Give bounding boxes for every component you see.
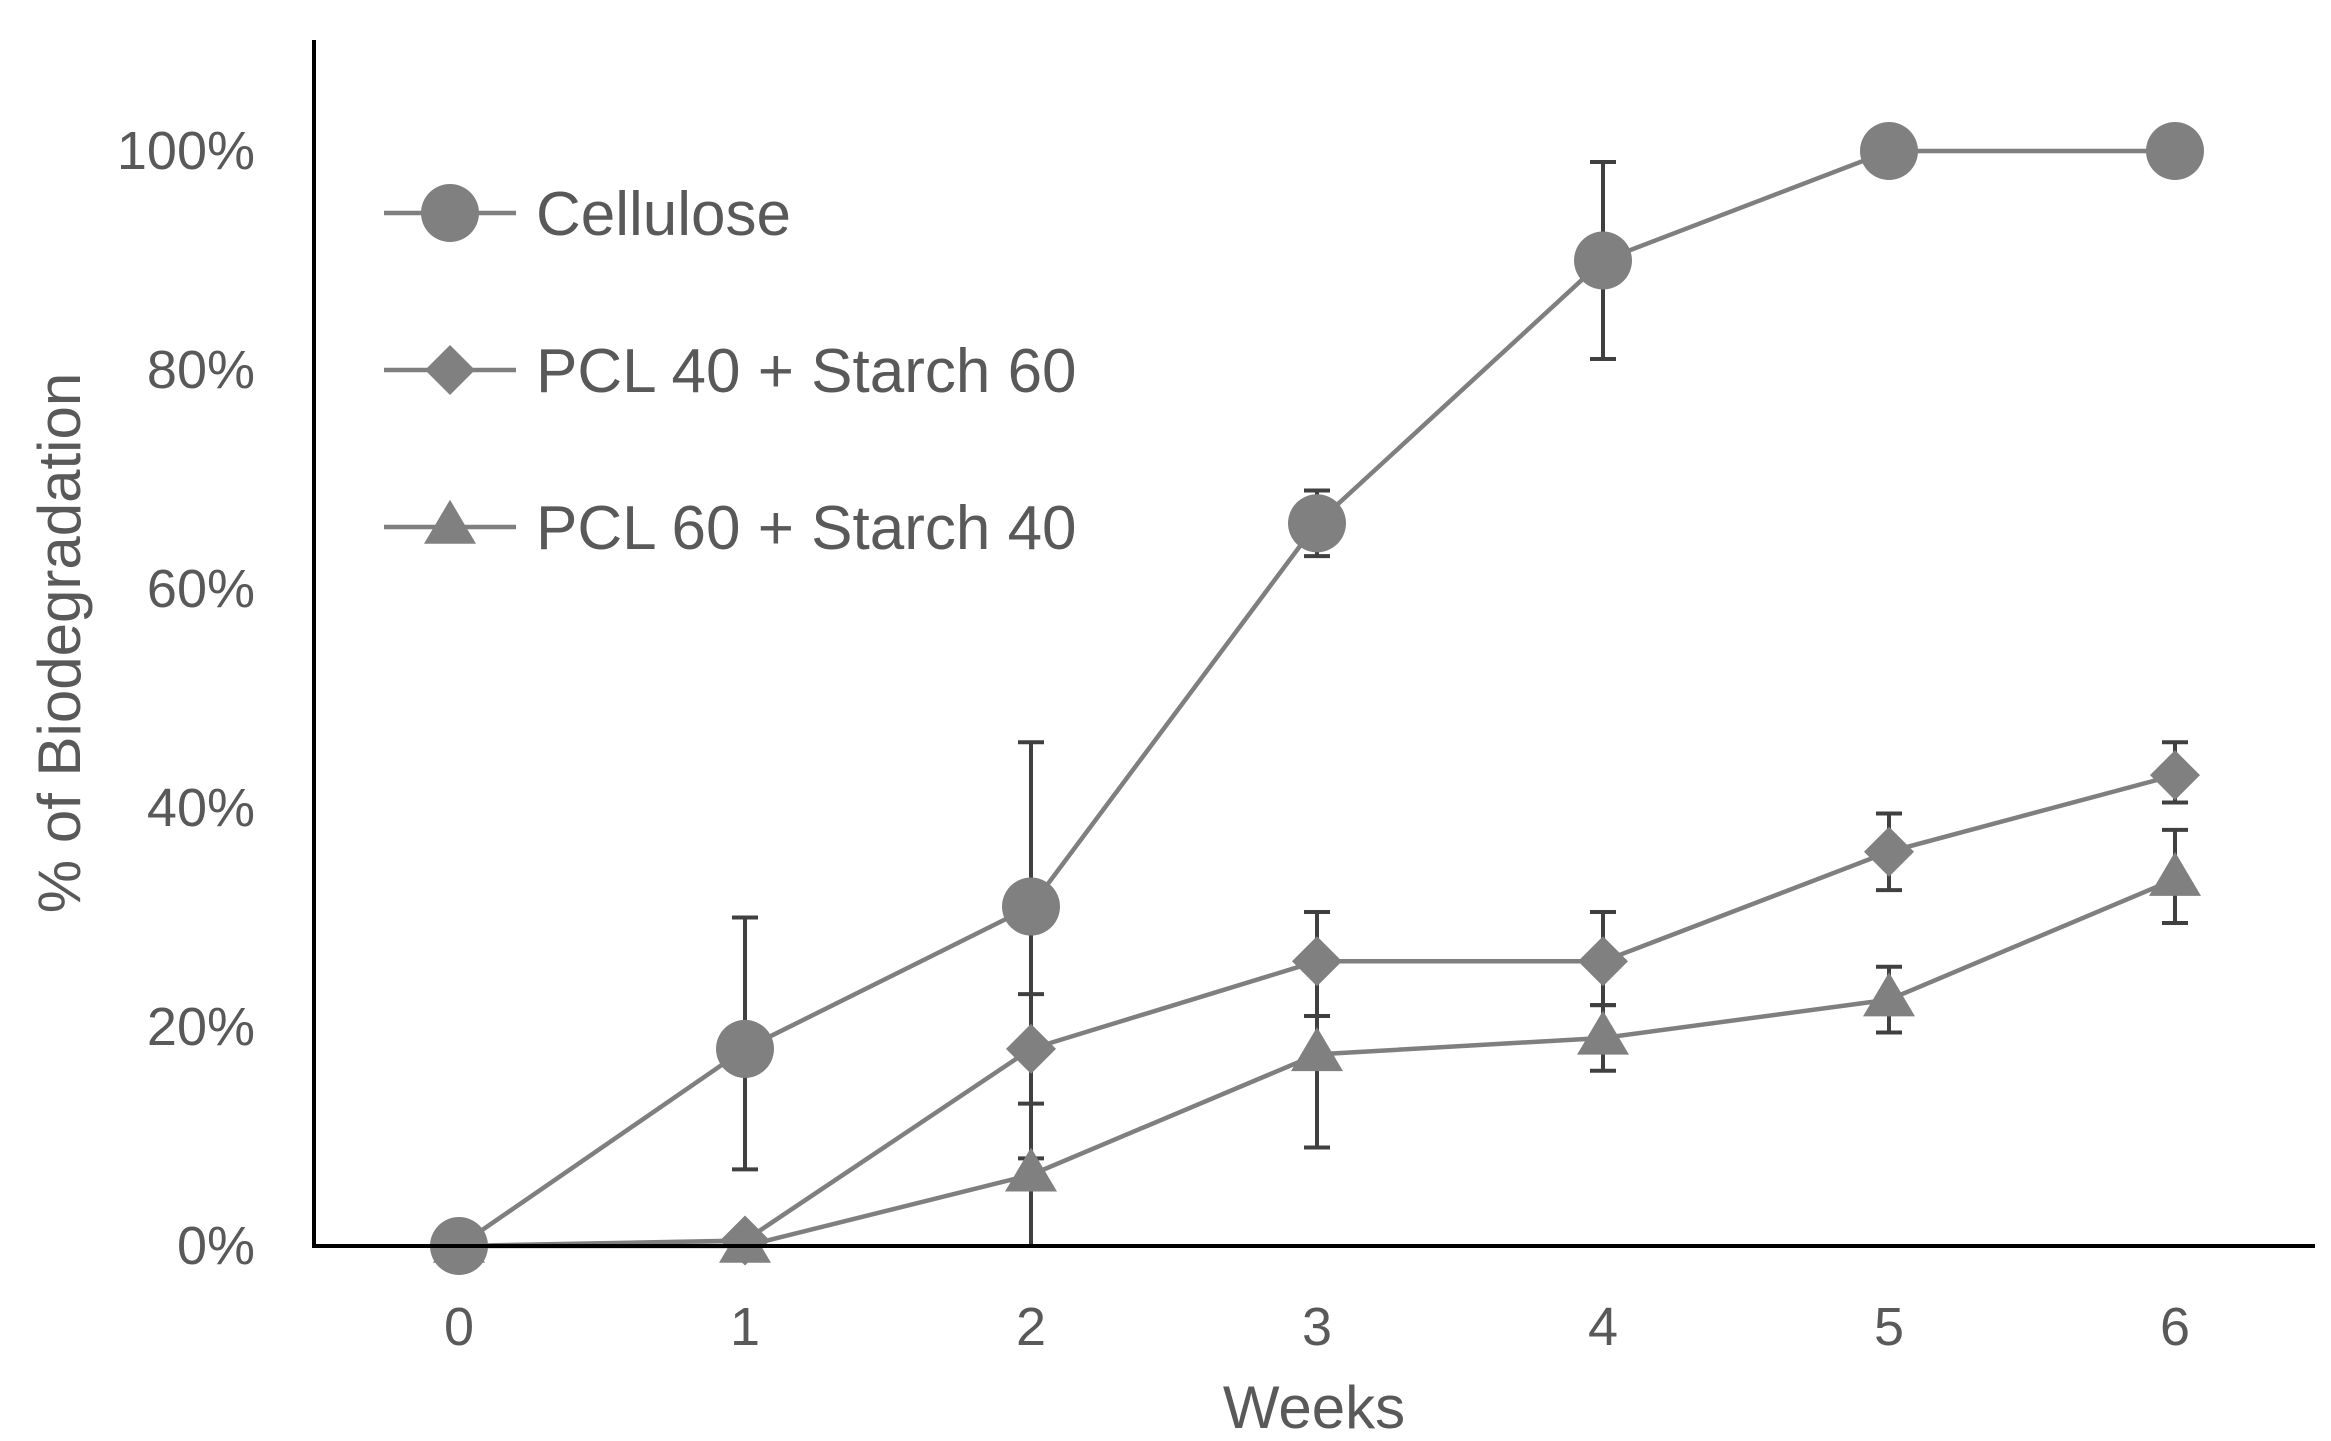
data-point-diamond [1864,826,1914,877]
y-tick-label: 80% [147,340,255,400]
x-tick-label: 4 [1588,1297,1618,1357]
legend-label: PCL 60 + Starch 40 [536,494,1077,563]
data-point-circle [716,1019,774,1078]
data-point-diamond [1578,936,1628,987]
axes [312,40,2315,1248]
series-markers [430,122,2204,1275]
error-bars [732,159,2188,1248]
x-axis-title: Weeks [1223,1374,1405,1441]
x-tick-label: 0 [444,1297,474,1357]
x-tick-label: 6 [2160,1297,2190,1357]
legend: Cellulose PCL 40 + Starch 60 PCL 60 + Star… [384,180,1077,563]
x-tick-label: 2 [1016,1297,1046,1357]
y-tick-label: 100% [117,121,255,181]
y-tick-labels: 0% 20% 40% 60% 80% 100% [117,121,255,1276]
x-tick-labels: 0 1 2 3 4 5 6 [444,1297,2190,1357]
legend-marker-circle [421,184,479,242]
data-point-circle [1002,877,1060,936]
data-point-triangle [1005,1147,1057,1192]
data-point-diamond [2150,750,2200,801]
y-tick-label: 40% [147,778,255,838]
x-tick-label: 3 [1302,1297,1332,1357]
data-point-triangle [1863,972,1915,1017]
y-tick-label: 0% [177,1216,255,1276]
legend-label: Cellulose [536,180,791,249]
data-point-triangle [1291,1027,1343,1072]
legend-marker-triangle [424,499,476,544]
y-axis-title: % of Biodegradation [26,373,93,913]
data-point-diamond [1292,936,1342,987]
data-point-triangle [2149,851,2201,896]
y-tick-label: 20% [147,997,255,1057]
x-tick-label: 1 [730,1297,760,1357]
data-point-circle [1288,494,1346,553]
legend-marker-diamond [425,345,475,395]
data-point-triangle [1577,1010,1629,1055]
y-tick-label: 60% [147,559,255,619]
data-point-triangle [433,1218,485,1263]
x-tick-label: 5 [1874,1297,1904,1357]
data-point-circle [1574,231,1632,290]
legend-label: PCL 40 + Starch 60 [536,337,1077,406]
data-point-circle [1860,122,1918,180]
plot-area [430,122,2204,1275]
data-point-diamond [1006,1023,1056,1074]
data-point-circle [2146,122,2204,180]
data-point-triangle [719,1218,771,1263]
